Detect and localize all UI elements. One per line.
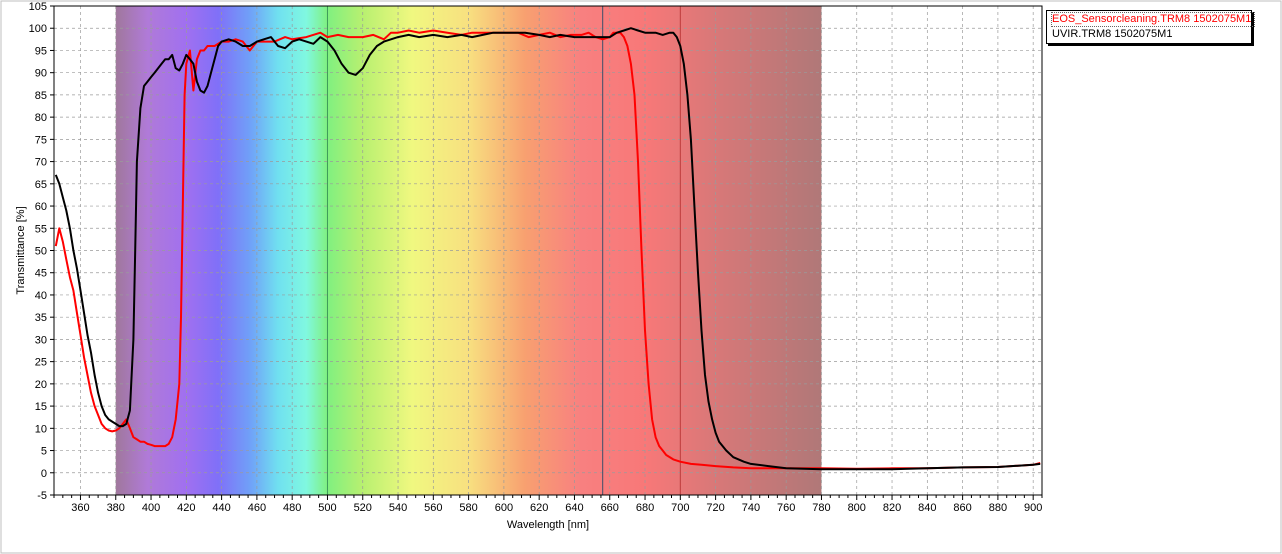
x-tick-label: 560 [424, 502, 442, 514]
x-tick-label: 660 [601, 502, 619, 514]
legend: EOS_Sensorcleaning.TRM8 1502075M1 UVIR.T… [1046, 10, 1256, 44]
x-axis-label: Wavelength [nm] [507, 519, 589, 531]
y-tick-label: 40 [35, 290, 47, 302]
y-tick-label: 55 [35, 223, 47, 235]
y-tick-label: 105 [29, 1, 47, 13]
x-tick-label: 780 [812, 502, 830, 514]
x-tick-label: 480 [283, 502, 301, 514]
x-tick-label: 740 [742, 502, 760, 514]
x-tick-label: 380 [107, 502, 125, 514]
y-tick-label: 65 [35, 179, 47, 191]
y-tick-label: 45 [35, 268, 47, 280]
y-tick-label: 30 [35, 334, 47, 346]
legend-item-uvir[interactable]: UVIR.TRM8 1502075M1 [1052, 28, 1173, 40]
y-tick-label: 75 [35, 134, 47, 146]
x-tick-label: 720 [706, 502, 724, 514]
x-tick-label: 640 [565, 502, 583, 514]
y-axis-label: Transmittance [%] [15, 206, 27, 294]
y-tick-label: 0 [41, 468, 47, 480]
x-tick-label: 440 [212, 502, 230, 514]
y-tick-label: 70 [35, 157, 47, 169]
x-tick-label: 840 [918, 502, 936, 514]
x-tick-label: 680 [636, 502, 654, 514]
plot-area: 360 380 400 420 440 460 480 500 520 540 560 580 600 6… [15, 1, 1043, 531]
y-tick-label: 35 [35, 312, 47, 324]
series-line-eos-sensorcleaning [54, 29, 1041, 470]
y-tick-label: 80 [35, 112, 47, 124]
y-tick-label: 85 [35, 90, 47, 102]
y-tick-label: 15 [35, 401, 47, 413]
x-tick-label: 600 [495, 502, 513, 514]
x-tick-label: 540 [389, 502, 407, 514]
y-tick-label: 5 [41, 446, 47, 458]
series-line-uvir [54, 27, 1041, 471]
x-tick-label: 900 [1024, 502, 1042, 514]
x-tick-label: 520 [354, 502, 372, 514]
x-tick-label: 580 [459, 502, 477, 514]
x-tick-label: 760 [777, 502, 795, 514]
x-tick-label: 860 [953, 502, 971, 514]
y-tick-label: 50 [35, 246, 47, 258]
y-tick-label: 100 [29, 23, 47, 35]
y-tick-label: 25 [35, 357, 47, 369]
x-tick-label: 420 [177, 502, 195, 514]
x-tick-label: 360 [71, 502, 89, 514]
x-tick-label: 400 [142, 502, 160, 514]
y-tick-label: 95 [35, 45, 47, 57]
y-tick-label: 20 [35, 379, 47, 391]
x-tick-label: 460 [248, 502, 266, 514]
y-tick-label: 60 [35, 201, 47, 213]
y-tick-label: 10 [35, 423, 47, 435]
x-tick-label: 820 [883, 502, 901, 514]
x-tick-label: 620 [530, 502, 548, 514]
x-tick-label: 880 [989, 502, 1007, 514]
legend-item-eos-sensorcleaning[interactable]: EOS_Sensorcleaning.TRM8 1502075M1 [1050, 12, 1256, 27]
x-tick-label: 700 [671, 502, 689, 514]
y-tick-label: -5 [37, 490, 47, 502]
x-tick-label: 500 [318, 502, 336, 514]
x-tick-label: 800 [848, 502, 866, 514]
y-tick-label: 90 [35, 68, 47, 80]
